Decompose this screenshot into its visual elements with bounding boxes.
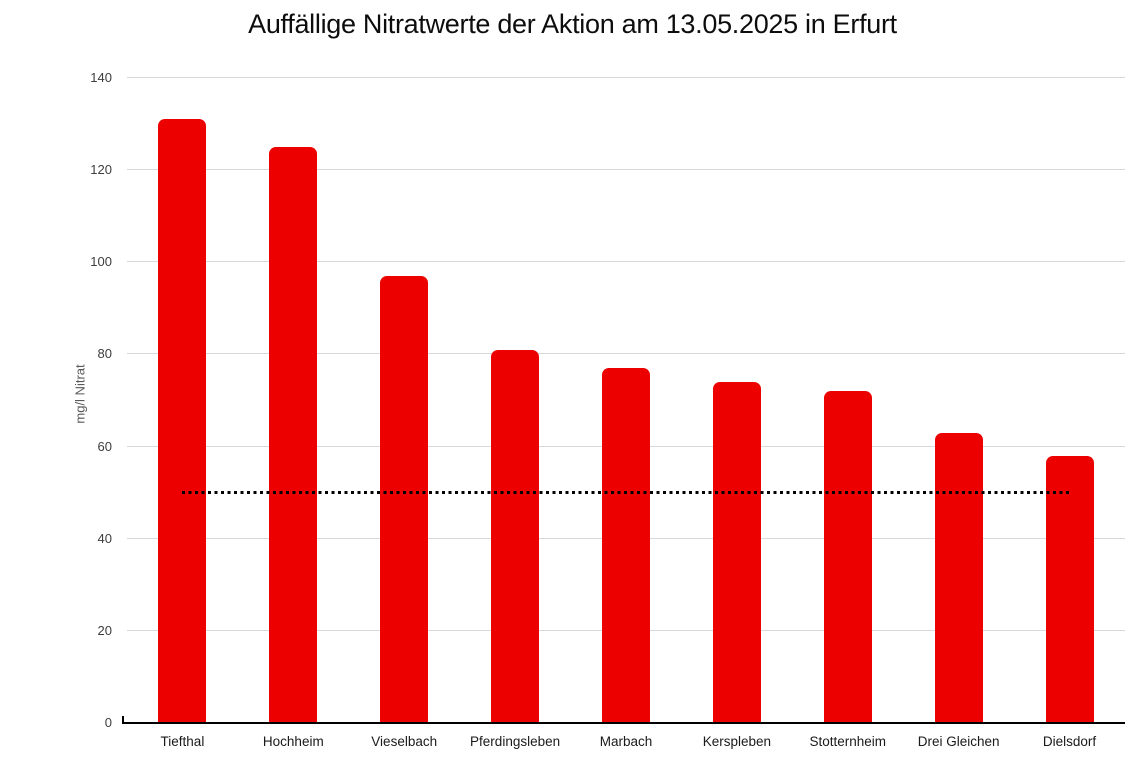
y-tick-label-0: 0 bbox=[104, 715, 112, 730]
gridline-y100 bbox=[127, 261, 1125, 263]
y-tick-label-100: 100 bbox=[90, 254, 112, 270]
bar-marbach bbox=[602, 368, 650, 723]
gridline-y140 bbox=[127, 77, 1125, 78]
y-tick-label-60: 60 bbox=[97, 438, 112, 454]
bar-pferdingsleben bbox=[491, 349, 540, 723]
x-tick-label-marbach: Marbach bbox=[599, 734, 653, 749]
y-tick-label-40: 40 bbox=[97, 530, 112, 546]
y-axis-title: mg/l Nitrat bbox=[72, 364, 88, 424]
y-tick-label-120: 120 bbox=[90, 162, 112, 178]
gridline-y120 bbox=[127, 169, 1125, 171]
x-tick-label-vieselbach: Vieselbach bbox=[371, 734, 438, 749]
x-tick-label-stotternheim: Stotternheim bbox=[809, 734, 887, 749]
bar-dielsdorf bbox=[1045, 455, 1094, 723]
y-tick-label-140: 140 bbox=[90, 70, 112, 85]
x-tick-label-kerspleben: Kerspleben bbox=[702, 734, 772, 749]
limit-line-50 bbox=[182, 490, 1070, 494]
x-tick-label-pferdingsleben: Pferdingsleben bbox=[470, 734, 561, 749]
x-axis-left-tick bbox=[122, 716, 124, 723]
gridline-y80 bbox=[127, 353, 1125, 355]
bar-kerspleben bbox=[712, 382, 761, 723]
bar-tiefthal bbox=[158, 119, 207, 723]
bar-vieselbach bbox=[380, 276, 429, 723]
y-tick-label-20: 20 bbox=[97, 622, 112, 638]
x-tick-label-tiefthal: Tiefthal bbox=[160, 734, 205, 749]
x-tick-label-drei-gleichen: Drei Gleichen bbox=[917, 734, 1000, 749]
chart-title: Auffällige Nitratwerte der Aktion am 13.… bbox=[248, 9, 897, 39]
bar-drei-gleichen bbox=[934, 432, 983, 723]
x-tick-label-hochheim: Hochheim bbox=[262, 734, 324, 749]
y-tick-label-80: 80 bbox=[97, 346, 112, 362]
x-axis-line bbox=[122, 722, 1125, 724]
x-tick-label-dielsdorf: Dielsdorf bbox=[1042, 734, 1097, 749]
plot-area bbox=[122, 77, 1125, 724]
bar-hochheim bbox=[269, 147, 318, 723]
bar-stotternheim bbox=[823, 391, 872, 723]
